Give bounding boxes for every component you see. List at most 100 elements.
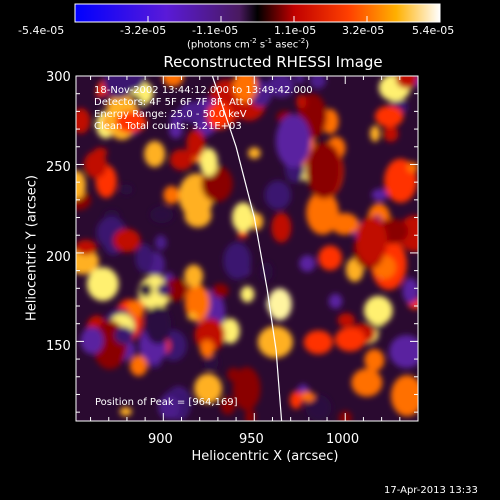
heatmap-cell bbox=[337, 313, 355, 328]
annotation-block: 18-Nov-2002 13:44:12.000 to 13:49:42.000… bbox=[94, 85, 313, 133]
heatmap-cell bbox=[119, 184, 133, 195]
heatmap-cell bbox=[144, 305, 172, 345]
annotation-energy: Energy Range: 25.0 - 50.0 keV bbox=[94, 109, 247, 120]
y-tick-label: 250 bbox=[46, 160, 71, 175]
heatmap-cell bbox=[328, 293, 343, 309]
heatmap-cell bbox=[169, 149, 194, 171]
heatmap-cell bbox=[162, 76, 184, 87]
heatmap-cell bbox=[103, 76, 134, 99]
heatmap-cell bbox=[186, 129, 206, 158]
heatmap-cell bbox=[127, 299, 145, 318]
heatmap-cell bbox=[389, 334, 418, 369]
heatmap-cell bbox=[369, 125, 381, 142]
heatmap-cell bbox=[306, 142, 342, 199]
heatmap-cell bbox=[129, 355, 148, 377]
colorbar-tick-label: 5.4e-05 bbox=[412, 24, 455, 37]
heatmap-cell bbox=[76, 170, 86, 200]
colorbar-tick-label: -1.1e-05 bbox=[192, 24, 239, 37]
heatmap-cell bbox=[271, 212, 292, 243]
heatmap-cell bbox=[115, 111, 147, 134]
heatmap-cell bbox=[187, 312, 198, 321]
heatmap-cell bbox=[76, 108, 91, 134]
heatmap-cell bbox=[199, 340, 215, 358]
heatmap-cell bbox=[156, 283, 171, 296]
heatmap-cell bbox=[395, 76, 417, 89]
heatmap-cell bbox=[113, 228, 141, 253]
heatmap-cell bbox=[364, 349, 385, 372]
colorbar-tick-label: -5.4e-05 bbox=[18, 24, 65, 37]
heatmap-cell bbox=[232, 367, 261, 411]
heatmap-cell bbox=[93, 147, 108, 158]
x-tick-label: 950 bbox=[239, 432, 264, 447]
heatmap-cell bbox=[206, 102, 232, 130]
heatmap-cell bbox=[184, 203, 212, 228]
heatmap-cell bbox=[289, 391, 303, 409]
heatmap-cell bbox=[406, 161, 418, 173]
heatmap-cell bbox=[96, 94, 112, 105]
heatmap-cell bbox=[76, 248, 99, 275]
heatmap-cell bbox=[294, 76, 306, 84]
heatmap-blobs bbox=[76, 76, 418, 421]
heatmap-cell bbox=[248, 147, 261, 159]
colorbar-unit-label: (photons cm-2 s-1 asec-2) bbox=[187, 37, 310, 51]
axes bbox=[76, 75, 419, 421]
heatmap-cell bbox=[150, 206, 174, 224]
heatmap-cell bbox=[86, 267, 119, 301]
heatmap-cell bbox=[139, 282, 153, 298]
peak-position-label: Position of Peak = [964,169] bbox=[95, 397, 238, 408]
colorbar-tick-label: 1.1e-05 bbox=[274, 24, 317, 37]
heatmap-cell bbox=[351, 368, 383, 397]
heatmap-cell bbox=[144, 140, 166, 168]
heatmap-cell bbox=[223, 242, 252, 280]
heatmap-cell bbox=[178, 101, 207, 123]
heatmap-cell bbox=[83, 151, 107, 179]
heatmap-cell bbox=[334, 327, 366, 352]
heatmap-cell bbox=[163, 185, 180, 205]
heatmap-cell bbox=[80, 326, 104, 355]
colorbar bbox=[74, 3, 441, 23]
annotation-counts: Clean Total counts: 3.21E+03 bbox=[94, 121, 242, 132]
heatmap-cell bbox=[383, 125, 399, 142]
colorbar-tick-labels: -5.4e-05 -3.2e-05 -1.1e-05 1.1e-05 3.2e-… bbox=[0, 24, 500, 38]
x-axis-title: Heliocentric X (arcsec) bbox=[191, 449, 339, 464]
heatmap-cell bbox=[355, 216, 388, 266]
heatmap-cell bbox=[220, 318, 240, 344]
y-tick-label: 150 bbox=[46, 339, 71, 354]
annotation-detectors: Detectors: 4F 5F 6F 7F 8F, Att 0 bbox=[94, 97, 254, 108]
heatmap-cell bbox=[275, 114, 311, 168]
heatmap-cell bbox=[212, 283, 229, 298]
x-tick-label: 900 bbox=[148, 432, 173, 447]
heatmap-cell bbox=[374, 105, 404, 128]
heatmap-cell bbox=[194, 373, 223, 404]
heatmap-cell bbox=[227, 367, 240, 382]
heatmap-cell bbox=[264, 180, 292, 210]
colorbar-gradient bbox=[74, 3, 441, 23]
heatmap-cell bbox=[303, 330, 333, 355]
heatmap-cell bbox=[318, 245, 343, 271]
heatmap-cell bbox=[76, 239, 97, 256]
heatmap-cell bbox=[114, 326, 134, 345]
x-tick-label: 1000 bbox=[326, 432, 360, 447]
heatmap-cell bbox=[135, 243, 154, 273]
y-tick-label: 300 bbox=[46, 70, 71, 85]
heatmap-cell bbox=[199, 148, 218, 177]
annotation-time: 18-Nov-2002 13:44:12.000 to 13:49:42.000 bbox=[94, 85, 313, 96]
heatmap-cell bbox=[232, 76, 258, 103]
heatmap-cell bbox=[245, 408, 256, 421]
heatmap-cell bbox=[154, 235, 167, 251]
colorbar-tick-label: -3.2e-05 bbox=[120, 24, 167, 37]
heatmap-cell bbox=[390, 375, 418, 417]
y-tick-label: 200 bbox=[46, 250, 71, 265]
chart-title: Reconstructed RHESSI Image bbox=[163, 53, 383, 71]
footer-date: 17-Apr-2013 13:33 bbox=[384, 485, 478, 496]
heatmap-cell bbox=[232, 202, 255, 233]
heatmap-cell bbox=[119, 406, 132, 417]
plot-frame bbox=[75, 75, 419, 422]
heatmap-cell bbox=[371, 188, 389, 201]
heatmap-cell bbox=[268, 76, 295, 98]
heatmap-cell bbox=[300, 391, 315, 402]
heatmap-cell bbox=[259, 262, 273, 282]
heatmap-cell bbox=[299, 255, 316, 272]
heatmap-cell bbox=[309, 76, 327, 89]
